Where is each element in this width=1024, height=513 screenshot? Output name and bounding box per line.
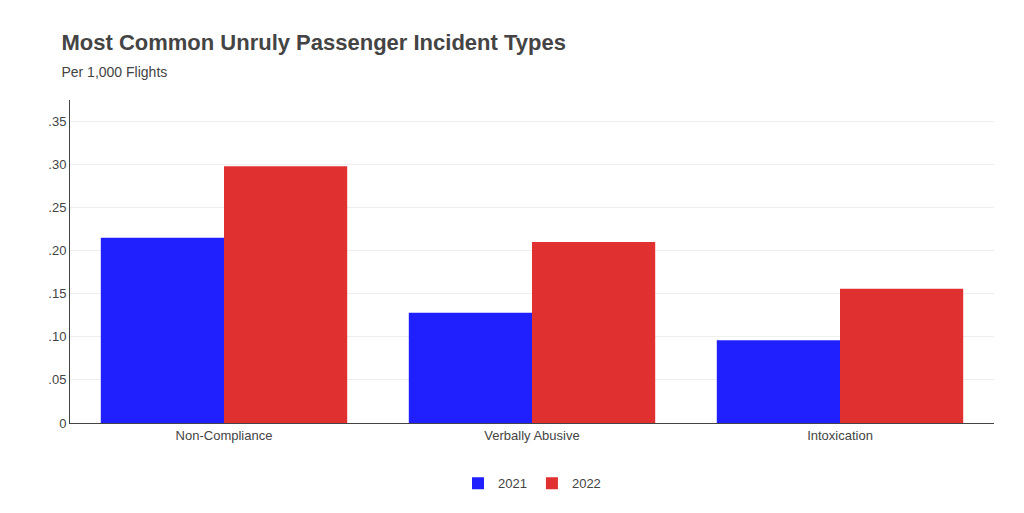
svg-text:Non-Compliance: Non-Compliance [176,428,273,443]
svg-text:.30: .30 [48,157,66,172]
svg-text:Intoxication: Intoxication [807,428,873,443]
svg-text:2021: 2021 [498,476,527,491]
svg-text:.20: .20 [48,243,66,258]
svg-text:Verbally Abusive: Verbally Abusive [484,428,579,443]
svg-text:Per 1,000 Flights: Per 1,000 Flights [61,64,167,80]
svg-text:.35: .35 [48,114,66,129]
svg-text:.25: .25 [48,200,66,215]
svg-text:.05: .05 [48,372,66,387]
svg-text:2022: 2022 [572,476,601,491]
svg-text:Most Common Unruly Passenger I: Most Common Unruly Passenger Incident Ty… [61,30,565,55]
svg-text:.15: .15 [48,286,66,301]
svg-text:.10: .10 [48,329,66,344]
svg-text:0: 0 [59,416,66,431]
